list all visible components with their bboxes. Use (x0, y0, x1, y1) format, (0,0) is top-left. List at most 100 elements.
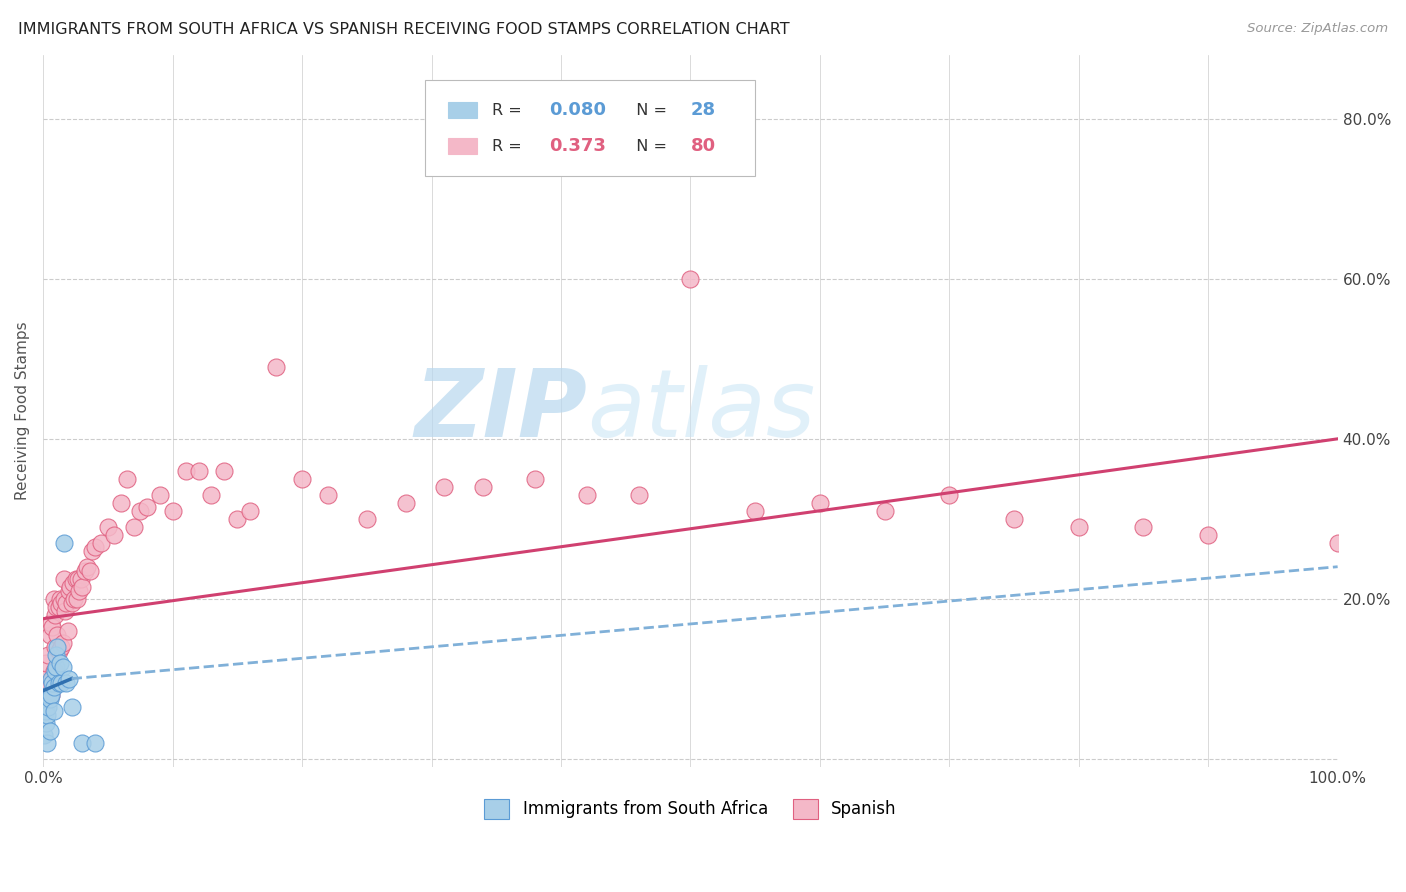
Point (42, 680, 65, 694)
Point (79, 564, 101, 578)
Point (62, 575, 84, 590)
Point (873, 504, 896, 518)
Point (73, 564, 96, 578)
Text: N =: N = (626, 138, 672, 153)
Point (76, 559, 98, 574)
Point (679, 272, 702, 286)
Point (117, 472, 139, 486)
Text: 0.373: 0.373 (550, 137, 606, 155)
Point (48, 643, 70, 657)
Point (49, 656, 72, 670)
Point (46, 640, 69, 654)
Point (52, 535, 75, 549)
Point (1002, 512, 1025, 526)
Point (52, 591, 75, 606)
Point (84, 540, 107, 554)
Point (53, 604, 76, 618)
Point (291, 472, 314, 486)
Point (70, 580, 93, 594)
Point (35, 704, 58, 718)
Point (39, 672, 62, 686)
Point (214, 464, 236, 478)
Point (41, 620, 63, 634)
Point (42, 664, 65, 678)
Point (38, 723, 60, 738)
Point (55, 675, 77, 690)
Point (60, 699, 83, 714)
Text: 28: 28 (690, 101, 716, 119)
Point (37, 688, 59, 702)
Point (433, 480, 456, 494)
Point (34, 728, 56, 742)
Point (59, 580, 82, 594)
Point (51, 675, 73, 690)
Bar (449, 138, 477, 154)
Point (472, 480, 495, 494)
Point (55, 596, 77, 610)
Point (162, 504, 184, 518)
Point (129, 504, 152, 518)
Point (35, 688, 58, 702)
Point (41, 675, 63, 690)
Point (44, 607, 66, 622)
Point (38, 691, 60, 706)
Point (39, 688, 62, 702)
Point (135, 500, 157, 514)
Point (58, 672, 80, 686)
Point (38, 628, 60, 642)
Text: atlas: atlas (586, 366, 815, 457)
Point (174, 464, 197, 478)
Point (39, 688, 62, 702)
Point (51, 596, 73, 610)
Point (103, 527, 125, 541)
Point (52, 572, 75, 586)
Point (63, 591, 86, 606)
Point (1132, 520, 1154, 534)
Point (627, 488, 650, 502)
Point (122, 520, 145, 534)
Point (35, 656, 58, 670)
Point (744, 504, 766, 518)
Point (356, 512, 378, 526)
Text: IMMIGRANTS FROM SOUTH AFRICA VS SPANISH RECEIVING FOOD STAMPS CORRELATION CHART: IMMIGRANTS FROM SOUTH AFRICA VS SPANISH … (18, 22, 790, 37)
Point (49, 591, 72, 606)
Point (56, 624, 79, 638)
Point (90, 535, 112, 549)
Text: 80: 80 (690, 137, 716, 155)
Point (41, 672, 63, 686)
Point (52, 659, 75, 673)
Point (1197, 527, 1219, 541)
Point (938, 488, 960, 502)
Text: R =: R = (492, 103, 527, 118)
Point (38, 680, 60, 694)
Point (45, 648, 67, 662)
Point (44, 664, 66, 678)
Point (44, 640, 66, 654)
Point (37, 699, 59, 714)
Point (1326, 535, 1348, 549)
Text: N =: N = (626, 103, 672, 118)
Point (46, 628, 69, 642)
Point (48, 599, 70, 614)
Point (48, 675, 70, 690)
Point (65, 572, 87, 586)
Point (51, 640, 73, 654)
Point (187, 464, 209, 478)
Point (226, 512, 249, 526)
Point (97, 520, 120, 534)
Point (42, 591, 65, 606)
Point (37, 648, 59, 662)
Point (316, 488, 339, 502)
Point (1067, 520, 1090, 534)
Point (42, 704, 65, 718)
FancyBboxPatch shape (425, 80, 755, 176)
Point (239, 504, 262, 518)
Y-axis label: Receiving Food Stamps: Receiving Food Stamps (15, 321, 30, 500)
Point (149, 488, 172, 502)
Point (67, 572, 90, 586)
Point (808, 496, 831, 510)
Point (395, 496, 418, 510)
Point (45, 675, 67, 690)
Point (58, 583, 80, 598)
Point (69, 572, 91, 586)
